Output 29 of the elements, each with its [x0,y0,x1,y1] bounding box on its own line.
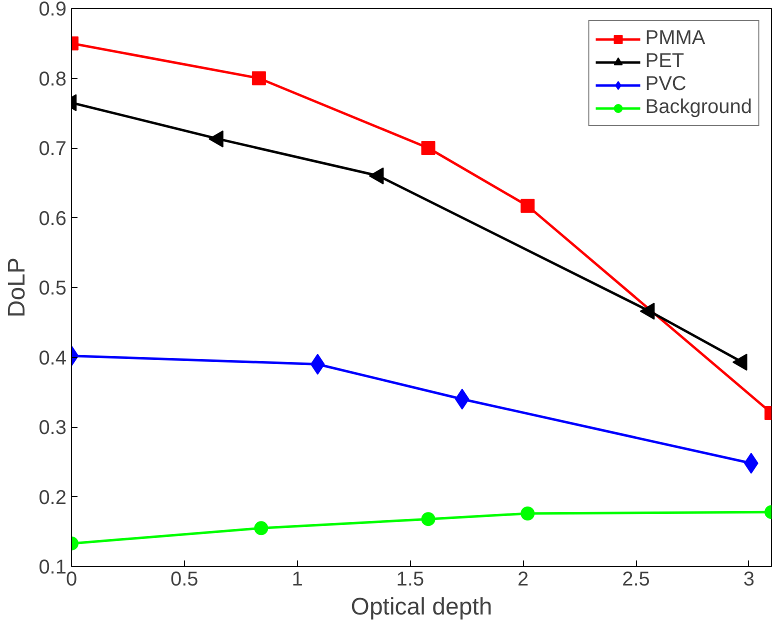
y-tick-label: 0.3 [38,417,67,439]
point [421,141,436,155]
point [520,198,535,213]
y-tick-label: 0.5 [38,278,67,300]
y-tick-label: 0.1 [38,556,67,578]
x-tick-label: 0.5 [170,568,198,590]
y-tick-label: 0.7 [38,138,67,160]
legend-label: Background [645,96,752,119]
x-tick-label: 2.5 [622,568,650,590]
point [732,354,748,371]
x-tick-label: 1 [292,568,303,590]
point [421,512,436,526]
y-tick-label: 0.2 [38,486,67,509]
y-tick-label: 0.4 [38,347,67,370]
legend-label: PVC [645,73,686,96]
y-tick-label: 0.9 [38,0,67,20]
x-tick-label: 1.5 [396,568,424,590]
point [254,521,268,536]
x-tick-label: 3 [743,568,754,590]
legend-label: PMMA [645,27,706,50]
x-axis-title: Optical depth [350,594,492,620]
x-tick-label: 0 [66,568,78,590]
y-tick-label: 0.6 [38,208,67,230]
legend-label: PET [645,50,684,73]
y-tick-label: 0.8 [38,68,67,90]
point [520,506,535,520]
x-tick-label: 2 [518,568,529,590]
y-axis-title: DoLP [4,257,31,318]
point [640,302,655,320]
